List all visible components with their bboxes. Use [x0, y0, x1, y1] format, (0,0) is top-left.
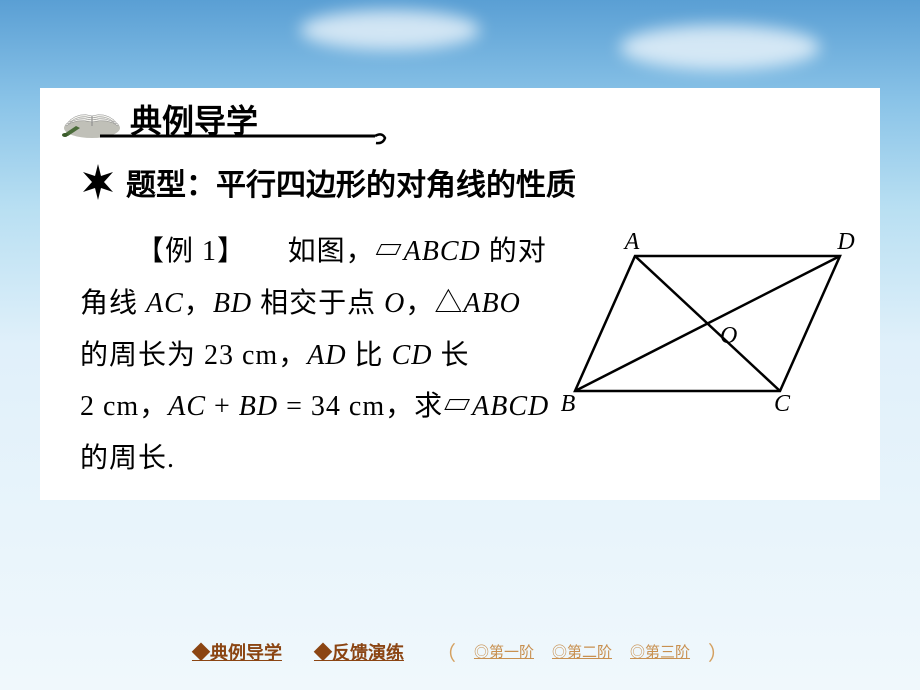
t2d: BD [213, 288, 252, 319]
t4c: + [206, 391, 239, 422]
t2b: AC [146, 288, 184, 319]
t3e: 长 [432, 340, 469, 371]
star-icon [80, 164, 116, 200]
t2g: ，△ [405, 288, 463, 319]
paren-open: （ [436, 637, 456, 666]
t4b: AC [168, 391, 206, 422]
t3d: CD [392, 340, 433, 371]
label-O: O [720, 323, 737, 349]
t4e: = 34 cm，求 [278, 391, 443, 422]
question-type-row: 题型：平行四边形的对角线的性质 [80, 160, 860, 204]
parallelogram-diagram: A D B C O [560, 231, 860, 421]
nav-practice[interactable]: ◆反馈演练 [314, 639, 404, 665]
qtype-prefix: 题型： [126, 169, 216, 202]
nav-sub-group: （ ◎第一阶 ◎第二阶 ◎第三阶 ） [436, 637, 728, 666]
label-D: D [836, 231, 854, 255]
t3c: 比 [347, 340, 392, 371]
qtype-text: 平行四边形的对角线的性质 [216, 169, 576, 202]
t1c: 的对 [481, 236, 547, 267]
t4f: ABCD [472, 391, 549, 422]
t1b: ABCD [404, 236, 481, 267]
t4d: BD [239, 391, 278, 422]
t2c: ， [184, 288, 213, 319]
label-B: B [561, 391, 576, 417]
nav-stage-2[interactable]: ◎第二阶 [552, 641, 612, 662]
label-A: A [623, 231, 640, 255]
nav-stage-3[interactable]: ◎第三阶 [630, 641, 690, 662]
question-type-label: 题型：平行四边形的对角线的性质 [126, 160, 576, 204]
t2f: O [384, 288, 405, 319]
paren-close: ） [708, 637, 728, 666]
problem-body: 【例 1】 如图，▱ABCD 的对 角线 AC，BD 相交于点 O，△ABO 的… [80, 226, 860, 485]
t3b: AD [307, 340, 346, 371]
label-C: C [774, 391, 791, 417]
t2h: ABO [463, 288, 520, 319]
example-label: 【例 1】 [136, 236, 246, 267]
t3a: 的周长为 23 cm， [80, 340, 307, 371]
problem-text: 【例 1】 如图，▱ABCD 的对 角线 AC，BD 相交于点 O，△ABO 的… [80, 226, 550, 485]
content-panel: 典例导学 题型：平行四边形的对角线的性质 【例 1】 如图，▱ABCD 的对 角… [40, 88, 880, 500]
t2a: 角线 [80, 288, 146, 319]
nav-stage-1[interactable]: ◎第一阶 [474, 641, 534, 662]
cloud-decoration [620, 25, 820, 70]
bottom-nav: ◆典例导学 ◆反馈演练 （ ◎第一阶 ◎第二阶 ◎第三阶 ） [0, 637, 920, 666]
nav-examples[interactable]: ◆典例导学 [192, 639, 282, 665]
t5a: 的周长. [80, 443, 175, 474]
parallelogram-symbol: ▱ [375, 236, 404, 267]
cloud-decoration [300, 10, 480, 50]
t4a: 2 cm， [80, 391, 168, 422]
t2e: 相交于点 [252, 288, 384, 319]
t1a: 如图， [288, 236, 375, 267]
parallelogram-symbol-2: ▱ [443, 391, 472, 422]
section-header: 典例导学 [60, 96, 860, 142]
title-underline [100, 132, 390, 146]
